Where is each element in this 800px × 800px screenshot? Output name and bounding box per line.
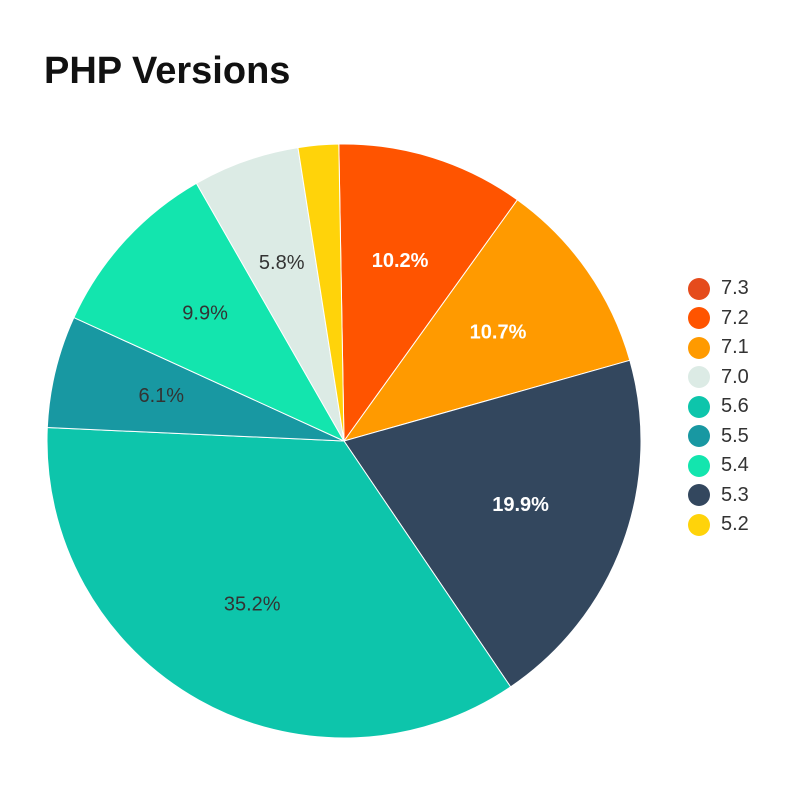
legend-label: 7.2	[721, 306, 749, 329]
legend-item-5-4: 5.4	[688, 451, 749, 481]
pie-slice-7-1	[342, 199, 631, 442]
legend-swatch	[688, 277, 710, 300]
legend-item-7-1: 7.1	[688, 333, 749, 363]
legend-swatch	[688, 454, 710, 477]
legend-swatch	[688, 307, 710, 330]
slice-label-5-5: 6.1%	[139, 385, 185, 407]
slice-label-7-2: 10.2%	[372, 250, 429, 272]
legend-label: 5.3	[721, 483, 749, 506]
legend-label: 7.1	[721, 336, 749, 359]
legend-swatch	[688, 425, 710, 448]
pie-slice-5-4	[73, 182, 346, 443]
slice-label-5-6: 35.2%	[224, 593, 281, 615]
legend-item-7-0: 7.0	[688, 363, 749, 393]
legend-item-5-5: 5.5	[688, 422, 749, 452]
slice-label-7-0: 5.8%	[259, 252, 305, 274]
slice-label-5-4: 9.9%	[182, 303, 228, 325]
legend-label: 7.0	[721, 365, 749, 388]
legend: 7.3 7.2 7.1 7.0 5.6 5.5 5.4 5.3 5.2	[688, 274, 749, 540]
legend-swatch	[688, 366, 710, 389]
legend-label: 5.2	[721, 513, 749, 536]
slice-label-7-1: 10.7%	[470, 321, 527, 343]
pie-slices	[46, 143, 642, 739]
pie-slice-5-3	[343, 359, 642, 688]
pie-labels: 10.2% 10.7% 19.9% 35.2% 6.1% 9.9% 5.8%	[139, 250, 550, 615]
pie-slice-5-2	[297, 143, 345, 442]
legend-item-7-2: 7.2	[688, 304, 749, 334]
legend-swatch	[688, 513, 710, 536]
pie-slice-7-2	[338, 143, 519, 443]
chart-title: PHP Versions	[44, 50, 291, 92]
legend-item-5-2: 5.2	[688, 510, 749, 540]
legend-label: 7.3	[721, 277, 749, 300]
pie-slice-5-6	[46, 427, 512, 739]
legend-swatch	[688, 484, 710, 507]
legend-item-5-6: 5.6	[688, 392, 749, 422]
legend-swatch	[688, 336, 710, 359]
legend-item-7-3: 7.3	[688, 274, 749, 304]
legend-item-5-3: 5.3	[688, 481, 749, 511]
slice-label-5-3: 19.9%	[492, 494, 549, 516]
legend-swatch	[688, 395, 710, 418]
legend-label: 5.5	[721, 424, 749, 447]
legend-label: 5.4	[721, 454, 749, 477]
legend-label: 5.6	[721, 395, 749, 418]
